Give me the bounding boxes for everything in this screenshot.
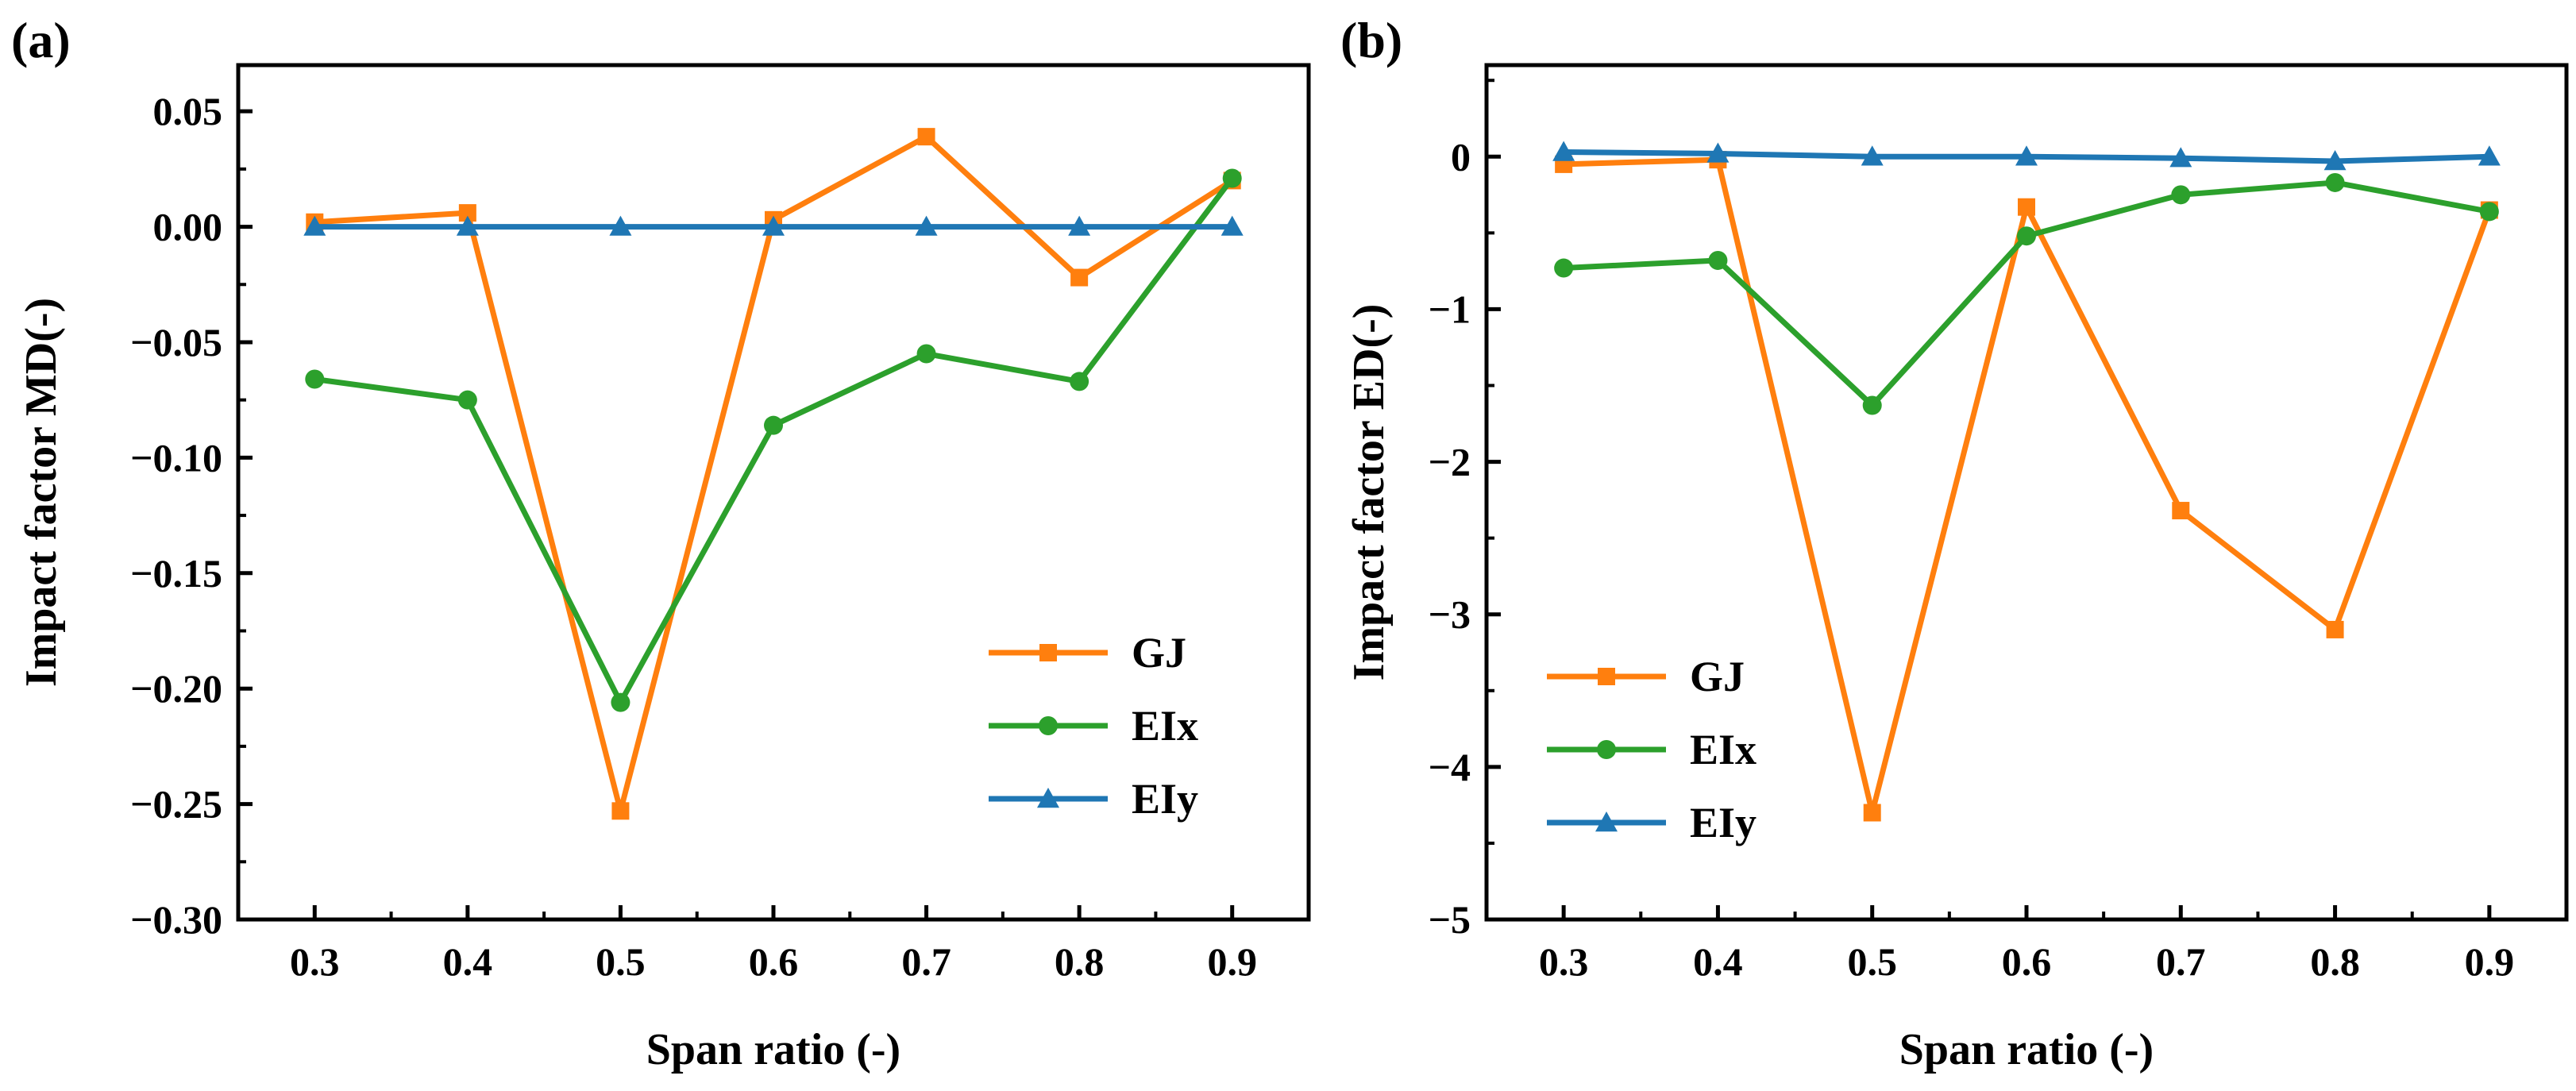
- data-point-eix: [305, 369, 325, 389]
- legend-label-eiy: EIy: [1132, 775, 1198, 823]
- data-point-gj: [1863, 804, 1881, 822]
- series-eix: [305, 168, 1242, 712]
- y-axis-label: Impact factor MD(-): [17, 298, 66, 687]
- series-line-gj: [314, 133, 1234, 814]
- data-point-eiy: [1706, 142, 1730, 163]
- series-gj: [1555, 151, 2498, 822]
- y-tick-label: −4: [1429, 745, 1471, 789]
- series-eiy: [1552, 141, 2501, 171]
- x-tick-label: 0.4: [443, 939, 493, 984]
- data-point-eix: [1070, 372, 1089, 391]
- data-point-eiy: [1068, 215, 1091, 236]
- x-tick-label: 0.6: [2002, 939, 2052, 984]
- x-tick-label: 0.6: [749, 939, 799, 984]
- data-point-eiy: [1861, 145, 1884, 166]
- x-tick-label: 0.7: [901, 939, 951, 984]
- data-point-eix: [2017, 226, 2036, 246]
- data-point-gj: [2172, 502, 2190, 520]
- data-point-eix: [764, 415, 783, 435]
- x-tick-label: 0.9: [1207, 939, 1257, 984]
- data-point-eiy: [2015, 145, 2038, 166]
- data-point-eiy: [303, 215, 326, 236]
- legend-marker-eix: [1039, 716, 1058, 735]
- x-tick-label: 0.3: [1539, 939, 1589, 984]
- data-point-eiy: [1221, 215, 1244, 236]
- data-point-eiy: [609, 215, 632, 236]
- legend-label-eix: EIx: [1690, 726, 1757, 773]
- data-point-eiy: [1552, 141, 1575, 161]
- data-point-eix: [916, 344, 936, 364]
- data-point-eix: [1862, 395, 1882, 415]
- y-tick-label: 0.05: [153, 89, 223, 133]
- data-point-eix: [1222, 168, 1242, 188]
- data-point-eix: [611, 692, 631, 712]
- legend-label-gj: GJ: [1690, 653, 1745, 700]
- y-axis-label: Impact factor ED(-): [1344, 304, 1394, 681]
- x-tick-label: 0.5: [596, 939, 646, 984]
- data-point-eix: [457, 390, 477, 410]
- x-tick-label: 0.7: [2156, 939, 2206, 984]
- y-tick-label: −3: [1429, 592, 1471, 637]
- legend-label-eiy: EIy: [1690, 799, 1757, 846]
- legend-marker-gj: [1598, 668, 1615, 685]
- x-tick-label: 0.9: [2465, 939, 2515, 984]
- data-point-eix: [2479, 202, 2499, 222]
- data-point-eiy: [762, 215, 785, 236]
- x-tick-label: 0.5: [1847, 939, 1897, 984]
- data-point-gj: [1070, 268, 1089, 287]
- legend-marker-eix: [1597, 740, 1616, 759]
- y-tick-label: −0.25: [130, 782, 222, 827]
- legend: GJ EIx EIy: [989, 629, 1198, 823]
- legend-label-eix: EIx: [1132, 702, 1198, 750]
- data-point-eix: [1708, 250, 1728, 270]
- chart-panel-b: (b) 0.3 0.4 0.5 0.6 0.7 0.8 0.9 0 −1 −2 −3 −4 −5 Span …: [1340, 12, 2569, 1074]
- data-point-eiy: [2478, 145, 2501, 166]
- data-point-eiy: [2323, 150, 2347, 171]
- y-tick-label: −1: [1429, 287, 1471, 331]
- data-point-gj: [2018, 198, 2035, 216]
- y-tick-label: −2: [1429, 440, 1471, 484]
- series-eix: [1554, 172, 2499, 415]
- y-tick-label: −0.10: [130, 435, 222, 480]
- legend-marker-gj: [1039, 644, 1057, 661]
- series-line-gj: [1564, 156, 2493, 815]
- data-point-eiy: [456, 215, 479, 236]
- x-tick-label: 0.3: [290, 939, 340, 984]
- legend-label-gj: GJ: [1132, 629, 1186, 677]
- series-eiy: [303, 215, 1244, 236]
- y-tick-label: −0.20: [130, 666, 222, 711]
- panel-label: (b): [1340, 12, 1402, 68]
- x-tick-label: 0.4: [1693, 939, 1743, 984]
- y-tick-label: −5: [1429, 897, 1471, 942]
- chart-panel-a: (a) 0.3 0.4 0.5 0.6 0.7 0.8 0.9 0.05 0.00 −0.05 −0.…: [11, 12, 1311, 1074]
- legend: GJ EIx EIy: [1547, 653, 1757, 846]
- y-tick-label: 0: [1451, 134, 1471, 179]
- data-point-gj: [2326, 620, 2344, 638]
- x-tick-label: 0.8: [1055, 939, 1105, 984]
- data-point-eiy: [2169, 147, 2192, 168]
- series-line-eix: [314, 176, 1235, 706]
- legend-marker-eiy: [1037, 788, 1059, 808]
- data-point-eix: [1554, 258, 1574, 278]
- legend-marker-eiy: [1595, 812, 1618, 832]
- data-point-eix: [2171, 185, 2191, 205]
- data-point-gj: [611, 802, 630, 820]
- x-axis-label: Span ratio (-): [1899, 1025, 2154, 1074]
- x-tick-label: 0.8: [2310, 939, 2360, 984]
- x-axis-label: Span ratio (-): [646, 1025, 900, 1074]
- data-point-eix: [2325, 172, 2345, 192]
- data-point-gj: [458, 204, 476, 222]
- y-tick-label: 0.00: [153, 205, 223, 249]
- y-tick-label: −0.15: [130, 551, 222, 596]
- panel-label: (a): [11, 12, 71, 68]
- y-tick-label: −0.05: [130, 320, 222, 364]
- data-point-eiy: [915, 215, 938, 236]
- y-tick-label: −0.30: [130, 897, 222, 942]
- data-point-gj: [917, 128, 935, 146]
